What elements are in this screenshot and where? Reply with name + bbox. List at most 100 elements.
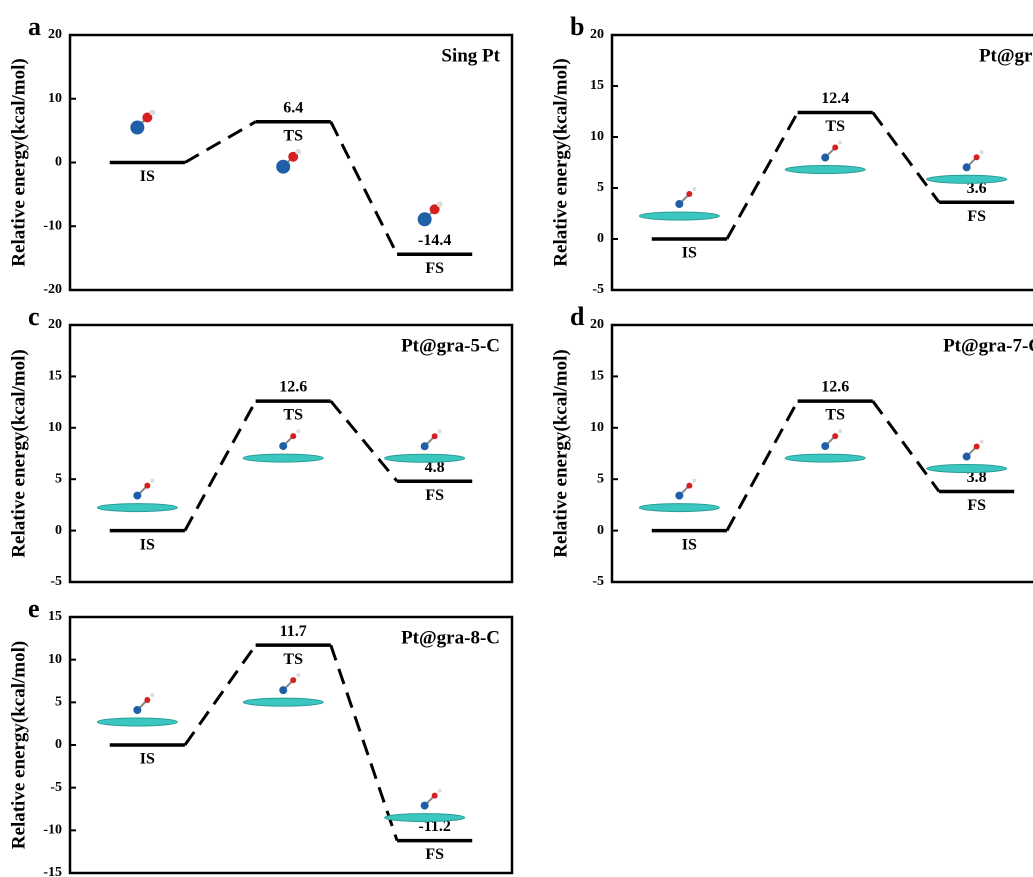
- panel-label: c: [28, 302, 40, 331]
- panel: bPt@graRelative energy(kcal/mol)-5051015…: [550, 12, 1033, 297]
- connector: [873, 401, 939, 491]
- h-atom: [980, 150, 984, 154]
- pt-atom: [421, 802, 429, 810]
- graphene: [785, 166, 865, 174]
- connector: [727, 113, 798, 239]
- panel-label: a: [28, 12, 41, 41]
- pt-atom: [675, 200, 683, 208]
- o-atom: [686, 483, 692, 489]
- o-atom: [432, 793, 438, 799]
- y-tick-label: 0: [55, 155, 62, 170]
- h-atom: [838, 429, 842, 433]
- graphene: [243, 454, 323, 462]
- graphene: [385, 814, 465, 822]
- o-atom: [974, 444, 980, 450]
- y-tick-label: 20: [48, 27, 62, 42]
- connector: [185, 645, 256, 745]
- value-label: 12.6: [279, 379, 307, 396]
- state-label: FS: [425, 260, 444, 277]
- connector: [873, 113, 939, 203]
- y-axis-label: Relative energy(kcal/mol): [550, 58, 571, 266]
- panel-title: Pt@gra-5-C: [401, 335, 500, 356]
- state-label: TS: [825, 407, 845, 424]
- graphene: [785, 454, 865, 462]
- pt-atom: [133, 706, 141, 714]
- graphene: [385, 454, 465, 462]
- graphene: [243, 698, 323, 706]
- graphene: [97, 504, 177, 512]
- graphene: [927, 175, 1007, 183]
- y-tick-label: 5: [55, 471, 62, 486]
- state-label: FS: [967, 497, 986, 514]
- value-label: -14.4: [418, 232, 451, 249]
- value-label: 6.4: [283, 99, 303, 116]
- pt-atom: [675, 492, 683, 500]
- panel-title: Sing Pt: [441, 45, 500, 66]
- y-tick-label: -20: [43, 282, 62, 297]
- y-tick-label: 20: [48, 317, 62, 332]
- y-tick-label: 0: [597, 523, 604, 538]
- pt-atom: [963, 453, 971, 461]
- state-label: IS: [140, 751, 155, 768]
- value-label: 12.4: [821, 90, 849, 107]
- value-label: 11.7: [280, 623, 307, 640]
- panel-label: d: [570, 302, 585, 331]
- state-label: TS: [825, 118, 845, 135]
- y-tick-label: 15: [48, 369, 62, 384]
- y-tick-label: 20: [590, 27, 604, 42]
- graphene: [97, 718, 177, 726]
- connector: [185, 401, 256, 531]
- o-atom: [290, 677, 296, 683]
- state-label: FS: [425, 487, 444, 504]
- y-tick-label: -5: [592, 574, 604, 589]
- h-atom: [149, 110, 155, 116]
- pt-atom: [279, 442, 287, 450]
- panel-label: b: [570, 12, 584, 41]
- graphene: [927, 465, 1007, 473]
- y-tick-label: 15: [590, 78, 604, 93]
- h-atom: [438, 429, 442, 433]
- y-tick-label: 10: [590, 420, 604, 435]
- y-tick-label: 5: [597, 471, 604, 486]
- pt-atom: [421, 442, 429, 450]
- state-label: IS: [682, 245, 697, 262]
- pt-atom: [821, 154, 829, 162]
- state-label: TS: [283, 407, 303, 424]
- state-label: TS: [283, 127, 303, 144]
- y-tick-label: 5: [597, 180, 604, 195]
- h-atom: [838, 141, 842, 145]
- h-atom: [438, 789, 442, 793]
- pt-atom: [276, 160, 290, 174]
- h-atom: [296, 673, 300, 677]
- h-atom: [437, 201, 443, 207]
- y-tick-label: -5: [592, 282, 604, 297]
- panel-title: Pt@gra-7-C: [943, 335, 1033, 356]
- y-tick-label: 10: [590, 129, 604, 144]
- state-label: TS: [283, 651, 303, 668]
- figure: aSing PtRelative energy(kcal/mol)-20-100…: [0, 0, 1033, 877]
- o-atom: [974, 154, 980, 160]
- connector: [331, 122, 397, 255]
- panel-title: Pt@gra: [979, 45, 1033, 66]
- pt-atom: [418, 212, 432, 226]
- h-atom: [296, 429, 300, 433]
- y-axis-label: Relative energy(kcal/mol): [8, 58, 29, 266]
- o-atom: [832, 145, 838, 151]
- y-tick-label: -5: [50, 780, 62, 795]
- pt-atom: [279, 686, 287, 694]
- h-atom: [980, 440, 984, 444]
- pt-atom: [821, 442, 829, 450]
- h-atom: [150, 693, 154, 697]
- value-label: 12.6: [821, 379, 849, 396]
- o-atom: [144, 483, 150, 489]
- state-label: FS: [967, 208, 986, 225]
- y-tick-label: -15: [43, 865, 62, 877]
- connector: [727, 401, 798, 531]
- y-axis-label: Relative energy(kcal/mol): [8, 349, 29, 557]
- pt-atom: [130, 121, 144, 135]
- y-tick-label: 5: [55, 695, 62, 710]
- o-atom: [832, 433, 838, 439]
- o-atom: [144, 697, 150, 703]
